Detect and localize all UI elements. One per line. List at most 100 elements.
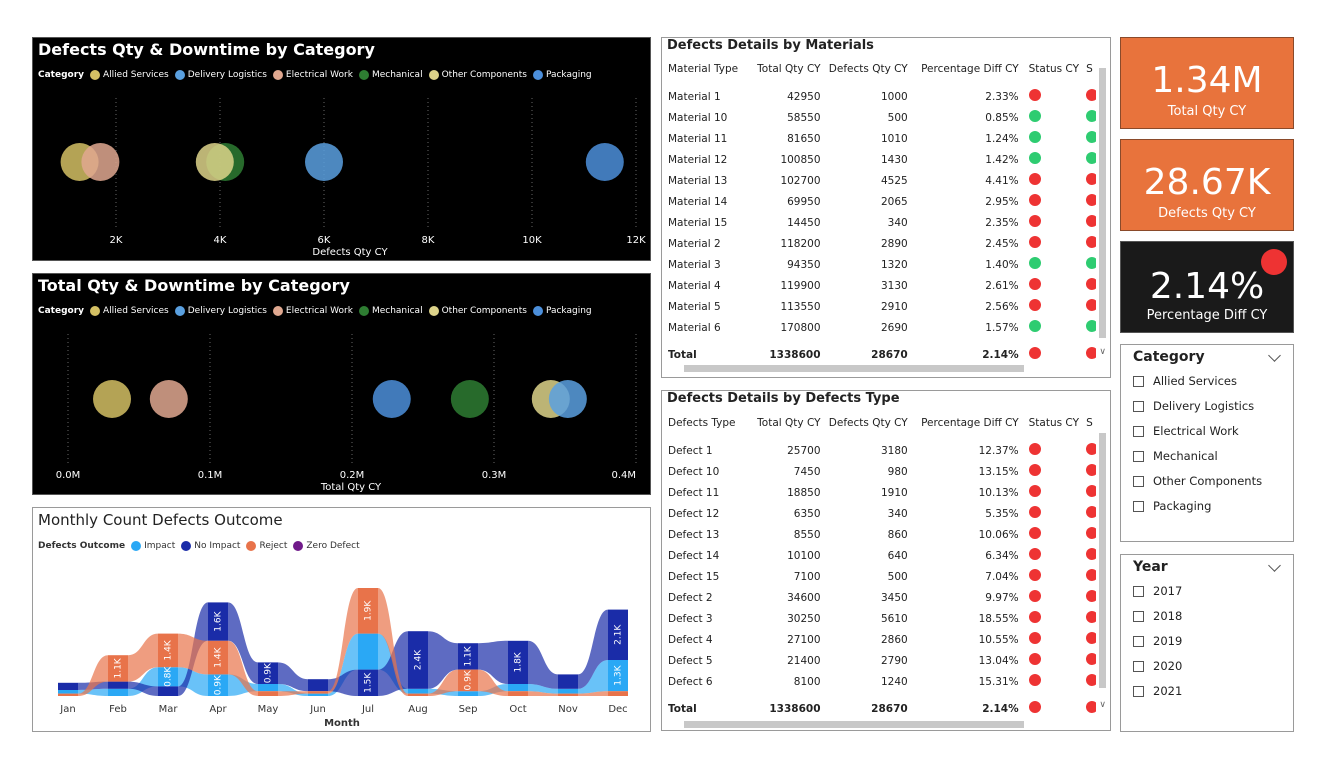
slicer-option[interactable]: Allied Services xyxy=(1133,374,1237,388)
header-cell[interactable]: Defects Type xyxy=(668,417,736,429)
bar-segment[interactable] xyxy=(158,667,178,687)
header-cell[interactable]: Status CY xyxy=(1028,417,1079,429)
ribbon-reject[interactable] xyxy=(128,633,158,682)
table-row[interactable]: Material 2 118200 2890 2.45% xyxy=(668,233,1096,254)
slicer-option[interactable]: Packaging xyxy=(1133,499,1211,513)
table-row[interactable]: Defect 11 18850 1910 10.13% xyxy=(668,482,1096,503)
bar-segment[interactable] xyxy=(158,633,178,668)
bar-segment[interactable] xyxy=(258,691,278,696)
bar-segment[interactable] xyxy=(608,609,628,660)
horizontal-scrollbar[interactable] xyxy=(684,721,1024,728)
defects-qty-downtime-chart[interactable]: Defects Qty & Downtime by Category Categ… xyxy=(32,37,651,261)
table-row[interactable]: Material 13 102700 4525 4.41% xyxy=(668,170,1096,191)
table-row[interactable]: Defect 13 8550 860 10.06% xyxy=(668,524,1096,545)
ribbon-no-impact[interactable] xyxy=(328,669,358,696)
ribbon-reject[interactable] xyxy=(178,633,208,675)
table-row[interactable]: Defect 2 34600 3450 9.97% xyxy=(668,587,1096,608)
table-row[interactable]: Defect 4 27100 2860 10.55% xyxy=(668,629,1096,650)
ribbon-reject[interactable] xyxy=(278,691,308,696)
legend-item[interactable]: Other Components xyxy=(428,70,527,80)
scroll-down-icon[interactable]: ∨ xyxy=(1099,700,1106,710)
ribbon-reject[interactable] xyxy=(378,588,408,696)
table-row[interactable]: Material 11 81650 1010 1.24% xyxy=(668,128,1096,149)
bar-segment[interactable] xyxy=(458,691,478,696)
legend-item[interactable]: Packaging xyxy=(532,306,592,316)
bar-segment[interactable] xyxy=(258,662,278,684)
bar-segment[interactable] xyxy=(408,688,428,694)
total-row[interactable]: Total 1338600 28670 2.14% xyxy=(668,698,1096,719)
slicer-option[interactable]: 2018 xyxy=(1133,609,1182,623)
legend-item[interactable]: Zero Defect xyxy=(293,541,360,551)
ribbon-reject[interactable] xyxy=(478,669,508,696)
slicer-option[interactable]: 2017 xyxy=(1133,584,1182,598)
bar-segment[interactable] xyxy=(508,684,528,692)
year-slicer[interactable]: Year 2017 2018 2019 2020 2021 xyxy=(1120,554,1294,732)
table-row[interactable]: Material 15 14450 340 2.35% xyxy=(668,212,1096,233)
total-row[interactable]: Total 1338600 28670 2.14% xyxy=(668,344,1096,365)
bar-segment[interactable] xyxy=(508,691,528,696)
bar-segment[interactable] xyxy=(58,690,78,694)
table-row[interactable]: Defect 3 30250 5610 18.55% xyxy=(668,608,1096,629)
ribbon-reject[interactable] xyxy=(528,691,558,696)
bar-segment[interactable] xyxy=(58,682,78,690)
bar-segment[interactable] xyxy=(608,691,628,696)
bubble-packaging[interactable] xyxy=(585,143,624,181)
table-row[interactable]: Material 1 42950 1000 2.33% xyxy=(668,86,1096,107)
ribbon-impact[interactable] xyxy=(578,660,608,694)
horizontal-scrollbar[interactable] xyxy=(684,365,1024,372)
bar-segment[interactable] xyxy=(308,679,328,692)
bar-segment[interactable] xyxy=(158,686,178,696)
bubble-allied-services[interactable] xyxy=(93,380,132,418)
checkbox[interactable] xyxy=(1133,585,1144,597)
bar-segment[interactable] xyxy=(308,691,328,694)
bar-segment[interactable] xyxy=(108,688,128,696)
legend-item[interactable]: Other Components xyxy=(428,306,527,316)
table-row[interactable]: Material 14 69950 2065 2.95% xyxy=(668,191,1096,212)
legend-item[interactable]: Delivery Logistics xyxy=(174,70,267,80)
checkbox[interactable] xyxy=(1133,660,1144,672)
vertical-scrollbar[interactable] xyxy=(1099,68,1106,338)
bar-segment[interactable] xyxy=(358,669,378,696)
header-cell[interactable]: S xyxy=(1086,63,1093,75)
legend-item[interactable]: Electrical Work xyxy=(272,70,353,80)
legend-item[interactable]: Delivery Logistics xyxy=(174,306,267,316)
checkbox[interactable] xyxy=(1133,475,1144,487)
slicer-option[interactable]: Mechanical xyxy=(1133,449,1218,463)
checkbox[interactable] xyxy=(1133,685,1144,697)
header-cell[interactable]: Material Type xyxy=(668,63,739,75)
table-row[interactable]: Material 5 113550 2910 2.56% xyxy=(668,296,1096,317)
chevron-down-icon[interactable] xyxy=(1268,349,1281,362)
checkbox[interactable] xyxy=(1133,635,1144,647)
table-row[interactable]: Material 6 170800 2690 1.57% xyxy=(668,317,1096,338)
checkbox[interactable] xyxy=(1133,610,1144,622)
scroll-down-icon[interactable]: ∨ xyxy=(1099,347,1106,357)
checkbox[interactable] xyxy=(1133,500,1144,512)
table-row[interactable]: Defect 6 8100 1240 15.31% xyxy=(668,671,1096,692)
defects-type-table[interactable]: Defects Details by Defects Type Defects … xyxy=(661,390,1111,731)
bar-segment[interactable] xyxy=(258,684,278,692)
bar-segment[interactable] xyxy=(108,655,128,682)
ribbon-reject[interactable] xyxy=(428,669,458,696)
ribbon-reject[interactable] xyxy=(578,691,608,696)
legend-item[interactable]: Impact xyxy=(131,541,175,551)
table-row[interactable]: Defect 10 7450 980 13.15% xyxy=(668,461,1096,482)
header-cell[interactable]: Defects Qty CY xyxy=(828,63,908,75)
legend-item[interactable]: Electrical Work xyxy=(272,306,353,316)
bar-segment[interactable] xyxy=(558,693,578,696)
legend-item[interactable]: Packaging xyxy=(532,70,592,80)
ribbon-no-impact[interactable] xyxy=(278,662,308,692)
legend-item[interactable]: No Impact xyxy=(181,541,240,551)
ribbon-reject[interactable] xyxy=(328,588,358,694)
legend-item[interactable]: Mechanical xyxy=(358,70,423,80)
ribbon-no-impact[interactable] xyxy=(528,640,558,689)
bar-segment[interactable] xyxy=(508,640,528,684)
table-row[interactable]: Defect 1 25700 3180 12.37% xyxy=(668,440,1096,461)
legend-item[interactable]: Allied Services xyxy=(90,306,169,316)
bar-segment[interactable] xyxy=(458,643,478,670)
bar-segment[interactable] xyxy=(208,640,228,675)
checkbox[interactable] xyxy=(1133,375,1144,387)
table-row[interactable]: Material 12 100850 1430 1.42% xyxy=(668,149,1096,170)
header-cell[interactable]: S xyxy=(1086,417,1093,429)
table-row[interactable]: Defect 5 21400 2790 13.04% xyxy=(668,650,1096,671)
ribbon-no-impact[interactable] xyxy=(578,609,608,689)
